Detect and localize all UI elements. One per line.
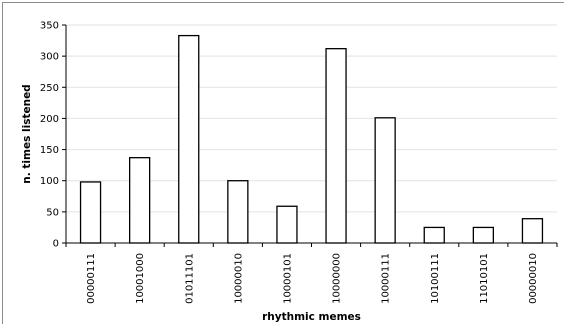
bar-10001000 bbox=[128, 157, 151, 244]
x-tick-label: 10001000 bbox=[135, 253, 146, 304]
chart-frame bbox=[2, 2, 564, 324]
y-tick-label: 200 bbox=[40, 114, 59, 125]
y-tick-label: 100 bbox=[40, 176, 59, 187]
y-tick-label: 300 bbox=[40, 52, 59, 63]
bar-00000111 bbox=[79, 181, 102, 244]
bar-10000010 bbox=[227, 180, 249, 244]
x-tick-label: 10000010 bbox=[233, 253, 244, 304]
x-tick-label: 10000111 bbox=[381, 253, 392, 304]
y-tick-labels: 0 50 100 150 200 250 300 350 bbox=[40, 21, 59, 250]
x-tick-label: 00000111 bbox=[86, 253, 97, 304]
x-tick-label: 00000010 bbox=[528, 253, 539, 304]
y-axis-title: n. times listened bbox=[21, 84, 33, 183]
x-axis-title: rhythmic memes bbox=[262, 311, 361, 323]
axes bbox=[62, 24, 558, 247]
bar-10100111 bbox=[423, 226, 445, 244]
bar-01011101 bbox=[178, 34, 200, 244]
x-tick-label: 10000101 bbox=[282, 253, 293, 304]
bar-00000010 bbox=[521, 218, 544, 244]
bar-10000000 bbox=[325, 48, 347, 244]
bar-10000111 bbox=[374, 117, 396, 244]
x-tick-label: 01011101 bbox=[184, 253, 195, 304]
y-tick-label: 0 bbox=[53, 239, 59, 250]
bars bbox=[79, 34, 544, 244]
x-tick-label: 11010101 bbox=[479, 253, 490, 304]
x-tick-label: 10000000 bbox=[332, 253, 343, 304]
y-tick-label: 250 bbox=[40, 83, 59, 94]
y-tick-label: 50 bbox=[46, 207, 59, 218]
gridlines bbox=[66, 24, 557, 213]
bar-11010101 bbox=[472, 226, 495, 244]
bar-10000101 bbox=[276, 205, 298, 244]
y-tick-label: 350 bbox=[40, 21, 59, 32]
x-tick-labels: 00000111 10001000 01011101 10000010 10000101… bbox=[86, 253, 539, 304]
y-tick-label: 150 bbox=[40, 145, 59, 156]
x-tick-label: 10100111 bbox=[430, 253, 441, 304]
